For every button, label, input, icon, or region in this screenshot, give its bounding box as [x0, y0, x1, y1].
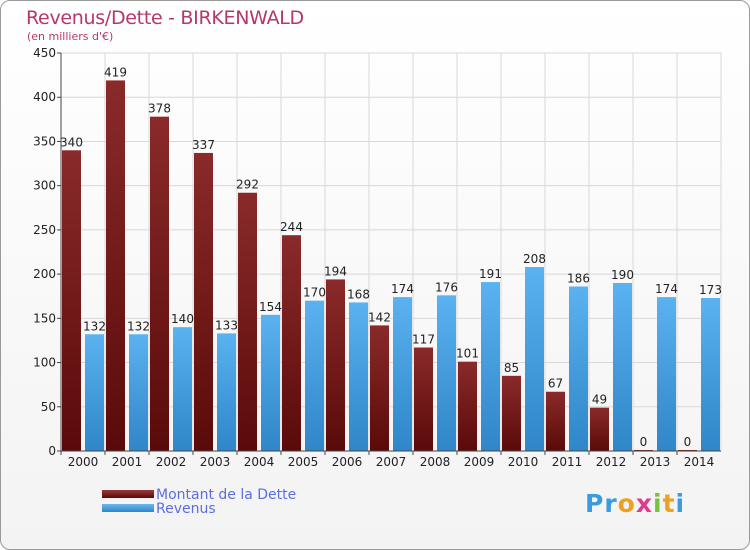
logo-letter: Pr: [585, 489, 618, 518]
value-label-dette-2001: 419: [104, 65, 127, 79]
value-label-dette-2008: 117: [412, 333, 435, 347]
value-label-revenus-2008: 176: [435, 280, 458, 294]
y-tick-label: 300: [33, 179, 56, 193]
x-tick-label: 2008: [420, 455, 451, 469]
x-tick-label: 2005: [288, 455, 319, 469]
value-label-dette-2002: 378: [148, 102, 171, 116]
legend-swatch-dette: [102, 490, 154, 498]
x-tick-label: 2013: [640, 455, 671, 469]
value-label-revenus-2007: 174: [391, 282, 414, 296]
bar-revenus-2008: [437, 295, 456, 451]
logo-letter: t: [662, 489, 676, 518]
bar-dette-2012: [590, 407, 609, 451]
x-tick-label: 2002: [156, 455, 187, 469]
bar-revenus-2009: [481, 282, 500, 451]
x-tick-label: 2010: [508, 455, 539, 469]
bar-revenus-2006: [349, 302, 368, 451]
value-label-revenus-2000: 132: [83, 319, 106, 333]
x-tick-label: 2003: [200, 455, 231, 469]
bar-dette-2005: [282, 235, 301, 451]
x-tick-label: 2009: [464, 455, 495, 469]
value-label-revenus-2001: 132: [127, 319, 150, 333]
value-label-dette-2012: 49: [592, 393, 607, 407]
value-label-dette-2014: 0: [684, 435, 692, 449]
bar-revenus-2014: [701, 297, 720, 451]
bar-dette-2007: [370, 325, 389, 451]
y-tick-label: 200: [33, 267, 56, 281]
bar-dette-2009: [458, 361, 477, 451]
value-label-dette-2000: 340: [60, 135, 83, 149]
bar-dette-2008: [414, 347, 433, 451]
y-tick-label: 400: [33, 90, 56, 104]
chart-title: Revenus/Dette - BIRKENWALD: [26, 7, 304, 29]
y-tick-label: 150: [33, 311, 56, 325]
bar-revenus-2012: [613, 282, 632, 451]
chart-subtitle: (en milliers d'€): [27, 30, 114, 43]
value-label-revenus-2006: 168: [347, 287, 370, 301]
proxiti-logo: Proxiti: [585, 489, 685, 518]
bar-dette-2001: [106, 80, 125, 451]
value-label-dette-2011: 67: [548, 377, 563, 391]
value-label-dette-2006: 194: [324, 264, 347, 278]
value-label-dette-2009: 101: [456, 347, 479, 361]
x-tick-label: 2012: [596, 455, 627, 469]
value-label-revenus-2012: 190: [611, 268, 634, 282]
y-tick-label: 50: [41, 400, 56, 414]
value-label-revenus-2010: 208: [523, 252, 546, 266]
bar-revenus-2001: [129, 334, 148, 451]
value-label-revenus-2004: 154: [259, 300, 282, 314]
value-label-revenus-2011: 186: [567, 271, 590, 285]
legend-label-dette: Montant de la Dette: [156, 487, 297, 503]
x-tick-label: 2006: [332, 455, 363, 469]
value-label-revenus-2003: 133: [215, 318, 238, 332]
bar-revenus-2003: [217, 333, 236, 451]
y-tick-label: 0: [48, 444, 56, 458]
bar-dette-2003: [194, 152, 213, 452]
x-tick-label: 2001: [112, 455, 143, 469]
value-label-dette-2010: 85: [504, 361, 519, 375]
bar-revenus-2005: [305, 300, 324, 451]
bar-revenus-2011: [569, 286, 588, 451]
logo-letter: i: [675, 489, 686, 518]
logo-letter: x: [635, 489, 653, 518]
bar-revenus-2010: [525, 267, 544, 451]
y-tick-label: 100: [33, 356, 56, 370]
x-tick-label: 2004: [244, 455, 275, 469]
logo-letter: i: [652, 489, 663, 518]
x-tick-label: 2014: [684, 455, 715, 469]
value-label-revenus-2013: 174: [655, 282, 678, 296]
legend-swatch-revenus: [102, 504, 154, 512]
y-tick-label: 350: [33, 134, 56, 148]
bar-revenus-2000: [85, 334, 104, 451]
value-label-dette-2013: 0: [640, 435, 648, 449]
y-tick-label: 250: [33, 223, 56, 237]
bar-revenus-2007: [393, 297, 412, 451]
x-tick-label: 2000: [68, 455, 99, 469]
value-label-revenus-2014: 173: [699, 283, 722, 297]
bar-revenus-2004: [261, 314, 280, 451]
bar-dette-2000: [62, 150, 81, 452]
bar-dette-2002: [150, 116, 169, 452]
bar-dette-2004: [238, 192, 257, 451]
value-label-revenus-2009: 191: [479, 267, 502, 281]
value-label-revenus-2002: 140: [171, 312, 194, 326]
value-label-dette-2003: 337: [192, 138, 215, 152]
bar-dette-2010: [502, 375, 521, 451]
x-tick-label: 2007: [376, 455, 407, 469]
value-label-dette-2007: 142: [368, 310, 391, 324]
y-tick-label: 450: [33, 46, 56, 60]
logo-letter: o: [617, 489, 636, 518]
bar-revenus-2013: [657, 297, 676, 451]
legend-label-revenus: Revenus: [156, 501, 216, 517]
value-label-revenus-2005: 170: [303, 286, 326, 300]
bar-revenus-2002: [173, 327, 192, 451]
bar-dette-2006: [326, 279, 345, 451]
x-tick-label: 2011: [552, 455, 583, 469]
bar-dette-2011: [546, 391, 565, 451]
value-label-dette-2004: 292: [236, 178, 259, 192]
value-label-dette-2005: 244: [280, 220, 303, 234]
